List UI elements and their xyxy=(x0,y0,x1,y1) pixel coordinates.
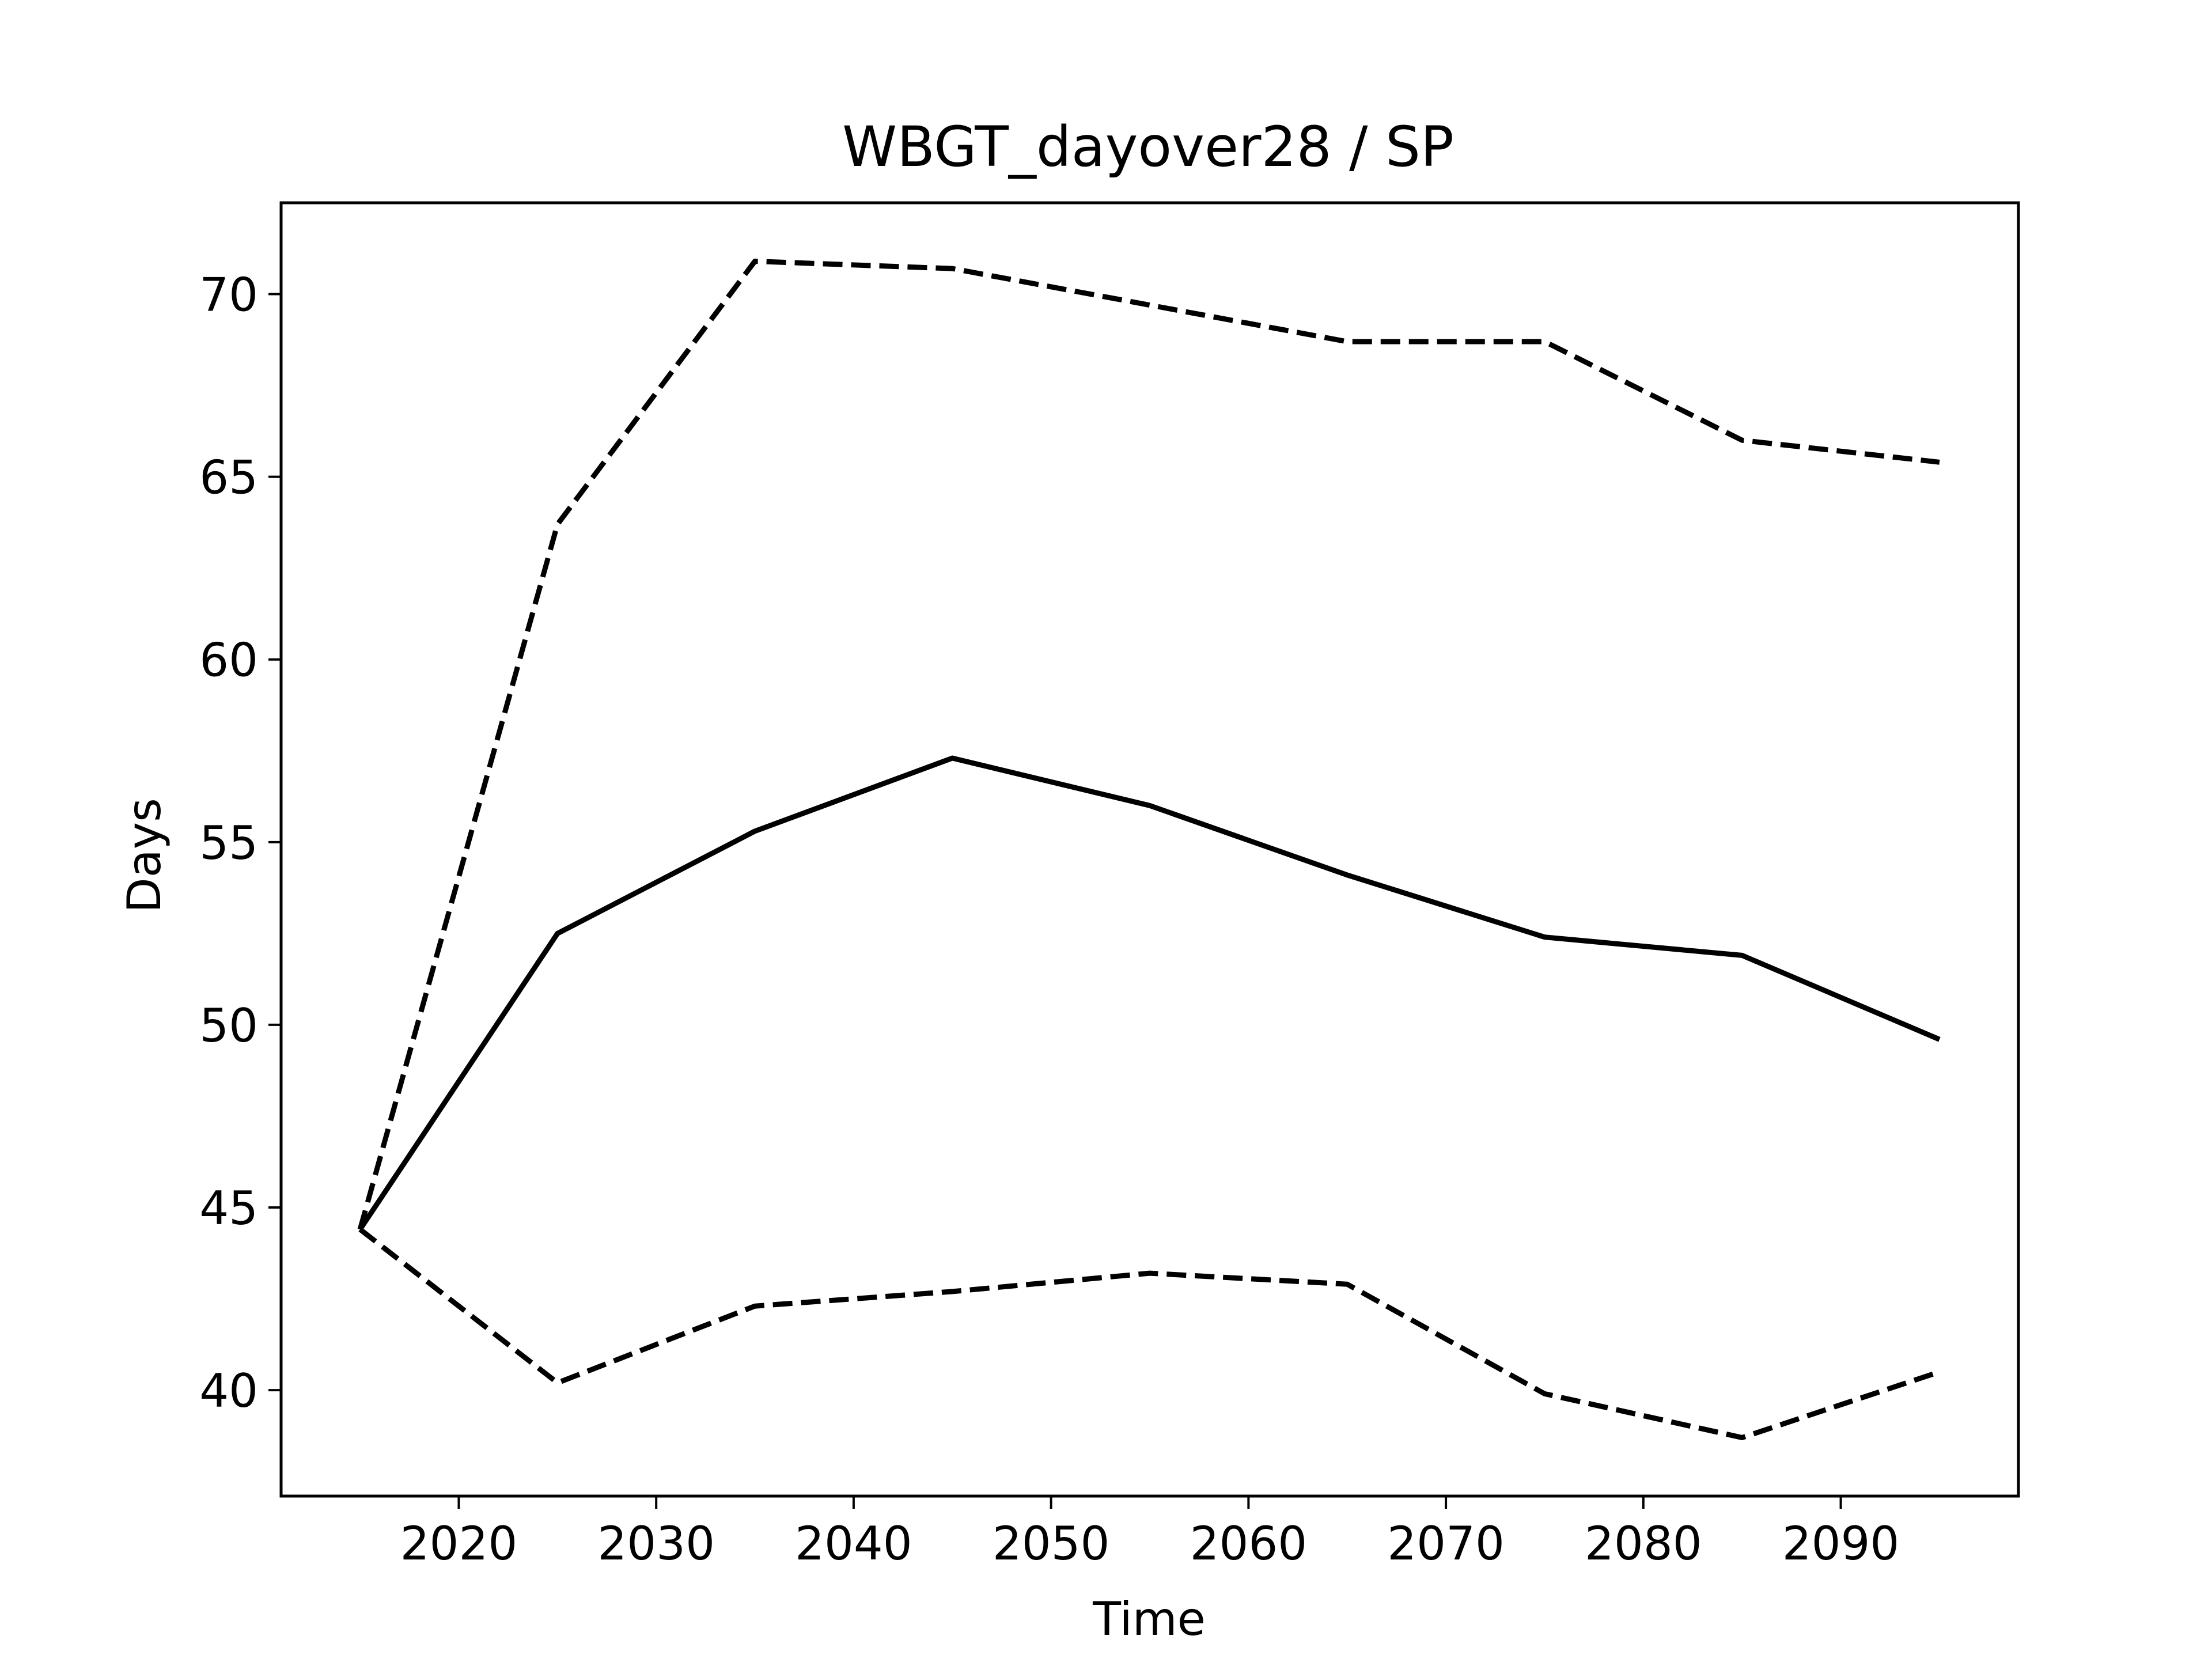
axes-frame xyxy=(279,201,2020,1498)
x-axis-label: Time xyxy=(1092,1592,1206,1646)
y-tick-label: 60 xyxy=(199,634,258,687)
x-tick-label: 2060 xyxy=(1190,1517,1308,1570)
x-tick-label: 2030 xyxy=(597,1517,715,1570)
series-line-lower xyxy=(358,1227,1941,1440)
plot-area xyxy=(357,259,1941,1440)
y-tick-label: 70 xyxy=(199,268,258,322)
y-tick-label: 65 xyxy=(199,451,258,505)
x-tick-label: 2070 xyxy=(1387,1517,1505,1570)
x-tick-label: 2040 xyxy=(795,1517,912,1570)
x-tick-label: 2050 xyxy=(993,1517,1110,1570)
series-line-upper xyxy=(357,259,1940,1231)
y-axis-label: Days xyxy=(118,798,171,913)
x-tick-label: 2020 xyxy=(400,1517,518,1570)
x-tick-label: 2090 xyxy=(1782,1517,1900,1570)
y-axis: 40 45 50 55 60 65 70 xyxy=(199,268,281,1418)
x-axis: 2020 2030 2040 2050 2060 2070 2080 2090 xyxy=(400,1496,1900,1570)
y-tick-label: 45 xyxy=(199,1182,258,1235)
series-line-mean xyxy=(358,755,1941,1231)
x-tick-label: 2080 xyxy=(1585,1517,1702,1570)
y-tick-label: 55 xyxy=(199,816,258,870)
y-tick-label: 50 xyxy=(199,999,258,1053)
y-tick-label: 40 xyxy=(199,1364,258,1418)
chart-title: WBGT_dayover28 / SP xyxy=(842,115,1454,179)
